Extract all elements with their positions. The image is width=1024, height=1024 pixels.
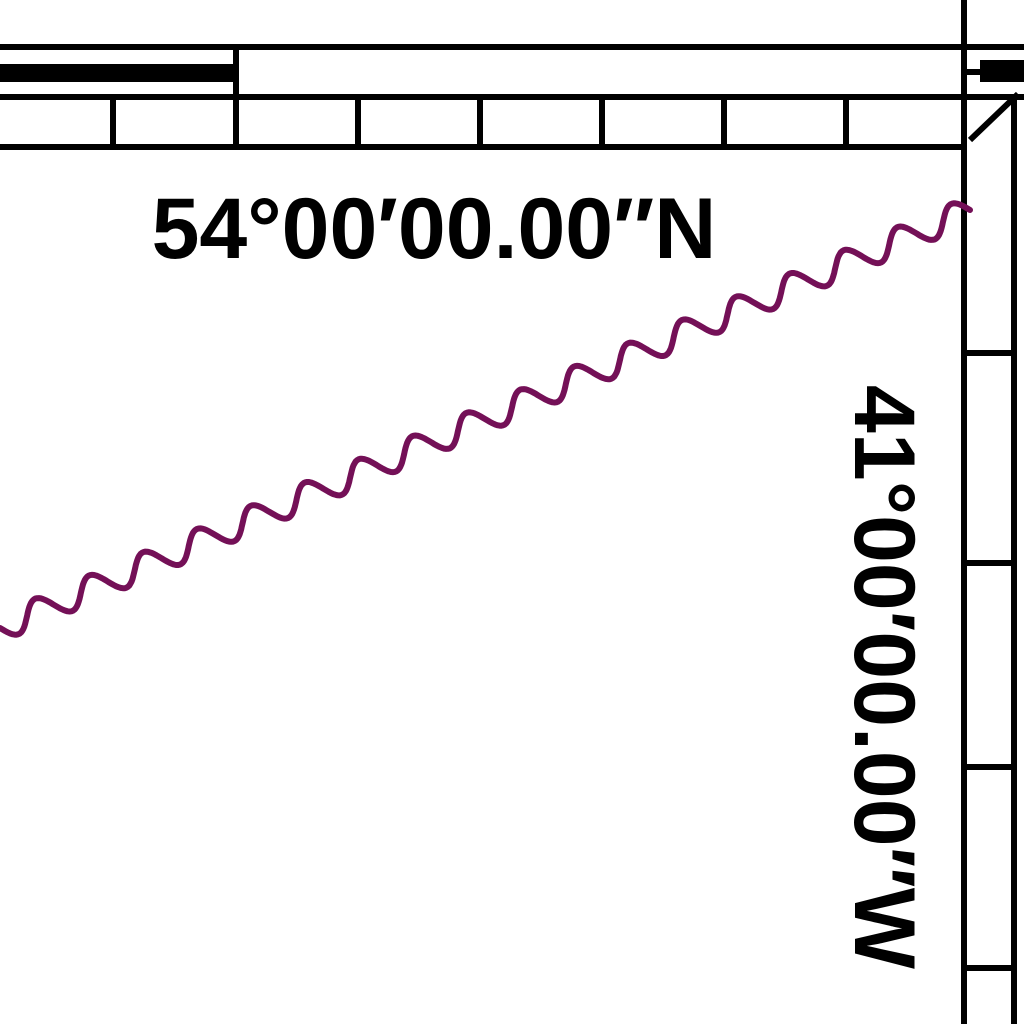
top-border-ticks	[110, 97, 849, 147]
latitude-label: 54°00′00.00″N	[152, 181, 717, 277]
boundary-wavy-line	[0, 200, 973, 638]
corner-diagonal	[967, 91, 1021, 143]
corner-fill	[980, 60, 1024, 82]
right-border-ticks	[964, 350, 1014, 971]
border-corner	[964, 60, 1024, 143]
longitude-label: 41°00′00.00″W	[836, 385, 932, 970]
top-border-thick-bar	[0, 64, 236, 82]
